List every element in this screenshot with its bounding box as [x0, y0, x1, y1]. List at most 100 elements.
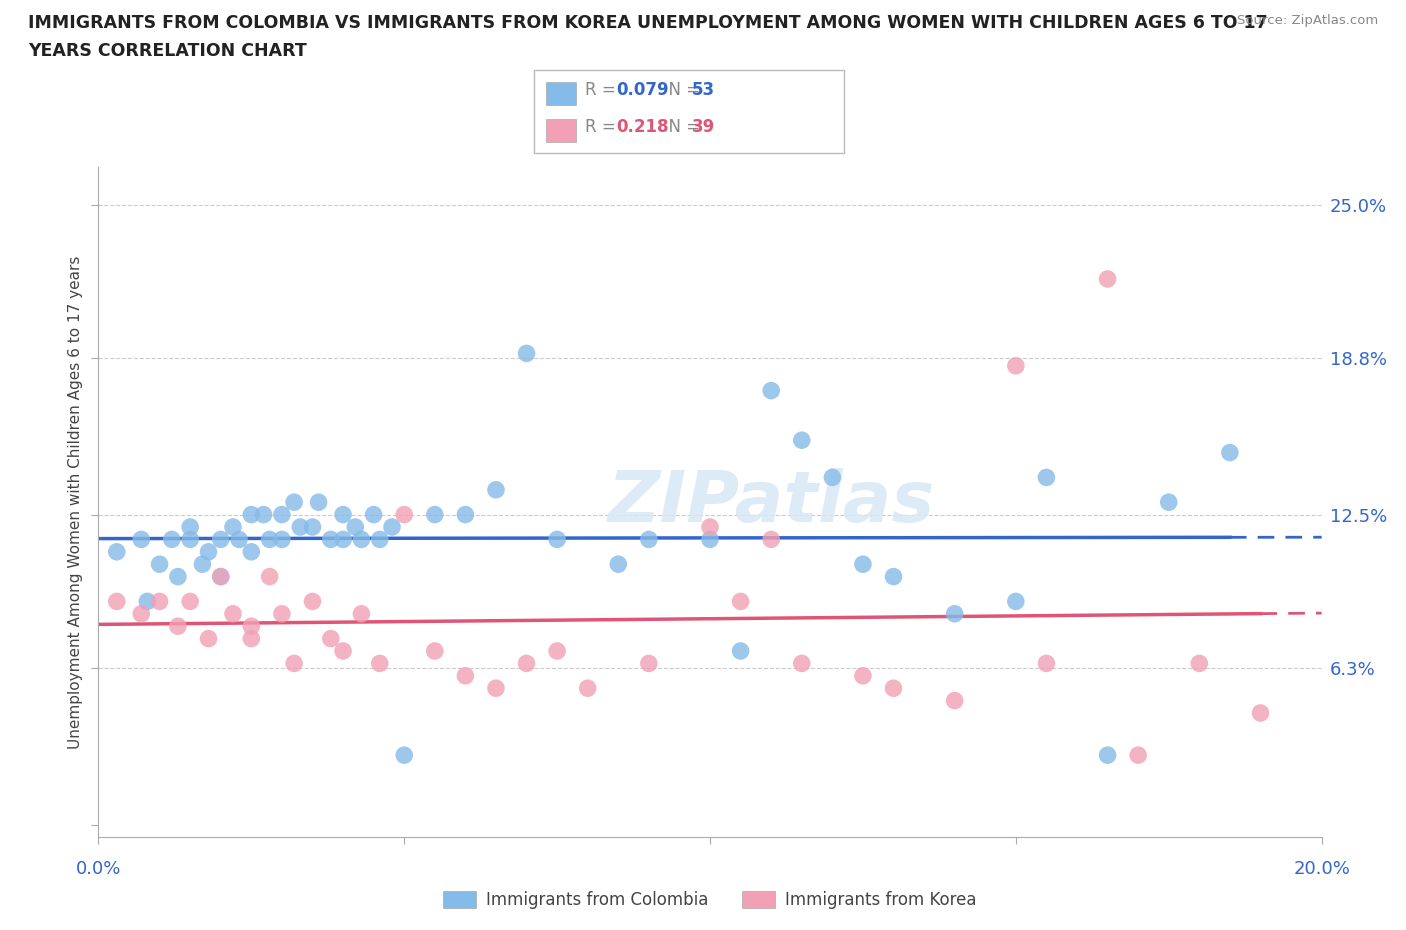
Point [179, 594, 201, 609]
Text: 39: 39 [692, 118, 716, 137]
Point [136, 594, 159, 609]
Point [332, 644, 354, 658]
Point [883, 681, 905, 696]
Point [1219, 445, 1241, 460]
Point [699, 520, 721, 535]
Point [730, 644, 752, 658]
Point [1004, 594, 1026, 609]
Point [240, 544, 263, 559]
Text: Source: ZipAtlas.com: Source: ZipAtlas.com [1237, 14, 1378, 27]
Point [1035, 656, 1057, 671]
Point [319, 631, 342, 646]
Point [167, 569, 190, 584]
Text: R =: R = [585, 81, 621, 100]
Y-axis label: Unemployment Among Women with Children Ages 6 to 17 years: Unemployment Among Women with Children A… [67, 256, 83, 749]
Point [252, 507, 274, 522]
Point [332, 532, 354, 547]
Point [149, 557, 172, 572]
Point [240, 507, 263, 522]
Point [368, 532, 391, 547]
Point [105, 594, 128, 609]
Text: N =: N = [658, 81, 706, 100]
Point [209, 532, 232, 547]
Point [240, 631, 263, 646]
Point [149, 594, 172, 609]
Point [516, 656, 538, 671]
Point [699, 532, 721, 547]
Text: 53: 53 [692, 81, 714, 100]
Point [259, 532, 281, 547]
Text: ZIPatlas: ZIPatlas [607, 468, 935, 537]
Point [344, 520, 367, 535]
Point [821, 470, 844, 485]
Point [270, 507, 292, 522]
Point [129, 606, 152, 621]
Point [1188, 656, 1211, 671]
Point [179, 520, 201, 535]
Point [381, 520, 404, 535]
Point [607, 557, 630, 572]
Point [546, 532, 568, 547]
Point [1128, 748, 1150, 763]
Point [730, 594, 752, 609]
Point [790, 432, 813, 447]
Point [943, 606, 966, 621]
Point [368, 656, 391, 671]
Point [852, 669, 875, 684]
Point [454, 669, 477, 684]
Point [209, 569, 232, 584]
Point [759, 383, 782, 398]
Point [392, 507, 416, 522]
Point [363, 507, 385, 522]
Point [283, 656, 305, 671]
Point [197, 631, 219, 646]
Point [485, 681, 508, 696]
Point [197, 544, 219, 559]
Point [350, 606, 373, 621]
Point [259, 569, 281, 584]
Point [1157, 495, 1180, 510]
Point [160, 532, 183, 547]
Point [209, 569, 232, 584]
Point [943, 693, 966, 708]
Point [308, 495, 330, 510]
Point [546, 644, 568, 658]
Point [290, 520, 312, 535]
Point [283, 495, 305, 510]
Point [350, 532, 373, 547]
Point [319, 532, 342, 547]
Text: 0.079: 0.079 [616, 81, 668, 100]
Point [301, 520, 323, 535]
Point [1097, 272, 1119, 286]
Text: IMMIGRANTS FROM COLOMBIA VS IMMIGRANTS FROM KOREA UNEMPLOYMENT AMONG WOMEN WITH : IMMIGRANTS FROM COLOMBIA VS IMMIGRANTS F… [28, 14, 1268, 32]
Point [270, 532, 292, 547]
Point [852, 557, 875, 572]
Point [222, 606, 245, 621]
Point [129, 532, 152, 547]
Point [637, 656, 661, 671]
Point [576, 681, 599, 696]
Legend: Immigrants from Colombia, Immigrants from Korea: Immigrants from Colombia, Immigrants fro… [436, 884, 984, 916]
Point [222, 520, 245, 535]
Point [179, 532, 201, 547]
Point [423, 644, 446, 658]
Point [392, 748, 416, 763]
Point [240, 618, 263, 633]
Text: R =: R = [585, 118, 621, 137]
Point [1004, 358, 1026, 373]
Point [516, 346, 538, 361]
Point [1249, 706, 1271, 721]
Point [883, 569, 905, 584]
Point [191, 557, 214, 572]
Point [454, 507, 477, 522]
Point [423, 507, 446, 522]
Point [270, 606, 292, 621]
Text: 20.0%: 20.0% [1294, 860, 1350, 878]
Point [485, 483, 508, 498]
Point [167, 618, 190, 633]
Point [790, 656, 813, 671]
Point [637, 532, 661, 547]
Point [1035, 470, 1057, 485]
Text: 0.0%: 0.0% [76, 860, 121, 878]
Point [332, 507, 354, 522]
